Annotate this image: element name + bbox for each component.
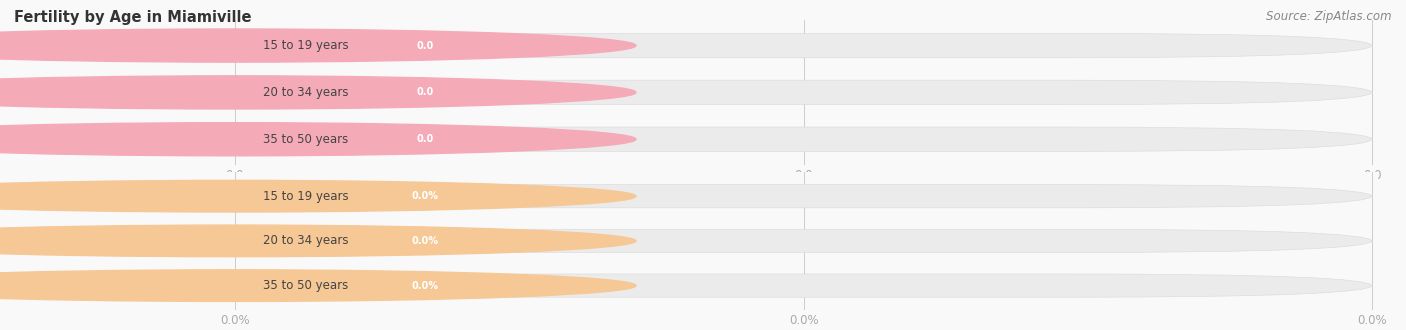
Text: 0.0%: 0.0% <box>412 236 439 246</box>
Circle shape <box>0 225 636 257</box>
Text: 20 to 34 years: 20 to 34 years <box>263 234 349 248</box>
FancyBboxPatch shape <box>311 278 538 294</box>
FancyBboxPatch shape <box>311 233 538 249</box>
FancyBboxPatch shape <box>235 127 1372 151</box>
Text: Fertility by Age in Miamiville: Fertility by Age in Miamiville <box>14 10 252 25</box>
Circle shape <box>0 76 636 109</box>
Text: 35 to 50 years: 35 to 50 years <box>263 133 349 146</box>
Circle shape <box>0 123 636 156</box>
FancyBboxPatch shape <box>235 229 1372 252</box>
Text: 0.0: 0.0 <box>416 87 433 97</box>
FancyBboxPatch shape <box>311 188 538 204</box>
FancyBboxPatch shape <box>311 37 538 54</box>
Text: 0.0%: 0.0% <box>412 280 439 291</box>
Text: 20 to 34 years: 20 to 34 years <box>263 86 349 99</box>
FancyBboxPatch shape <box>235 184 1372 208</box>
Text: 0.0%: 0.0% <box>412 191 439 201</box>
Circle shape <box>0 29 636 62</box>
Text: 35 to 50 years: 35 to 50 years <box>263 279 349 292</box>
FancyBboxPatch shape <box>311 84 538 101</box>
FancyBboxPatch shape <box>235 80 1372 105</box>
Text: 0.0: 0.0 <box>416 41 433 50</box>
FancyBboxPatch shape <box>311 131 538 148</box>
FancyBboxPatch shape <box>235 33 1372 58</box>
Text: 0.0: 0.0 <box>416 134 433 144</box>
Text: 15 to 19 years: 15 to 19 years <box>263 39 349 52</box>
Text: 15 to 19 years: 15 to 19 years <box>263 190 349 203</box>
FancyBboxPatch shape <box>235 274 1372 297</box>
Circle shape <box>0 270 636 301</box>
Text: Source: ZipAtlas.com: Source: ZipAtlas.com <box>1267 10 1392 23</box>
Circle shape <box>0 181 636 212</box>
